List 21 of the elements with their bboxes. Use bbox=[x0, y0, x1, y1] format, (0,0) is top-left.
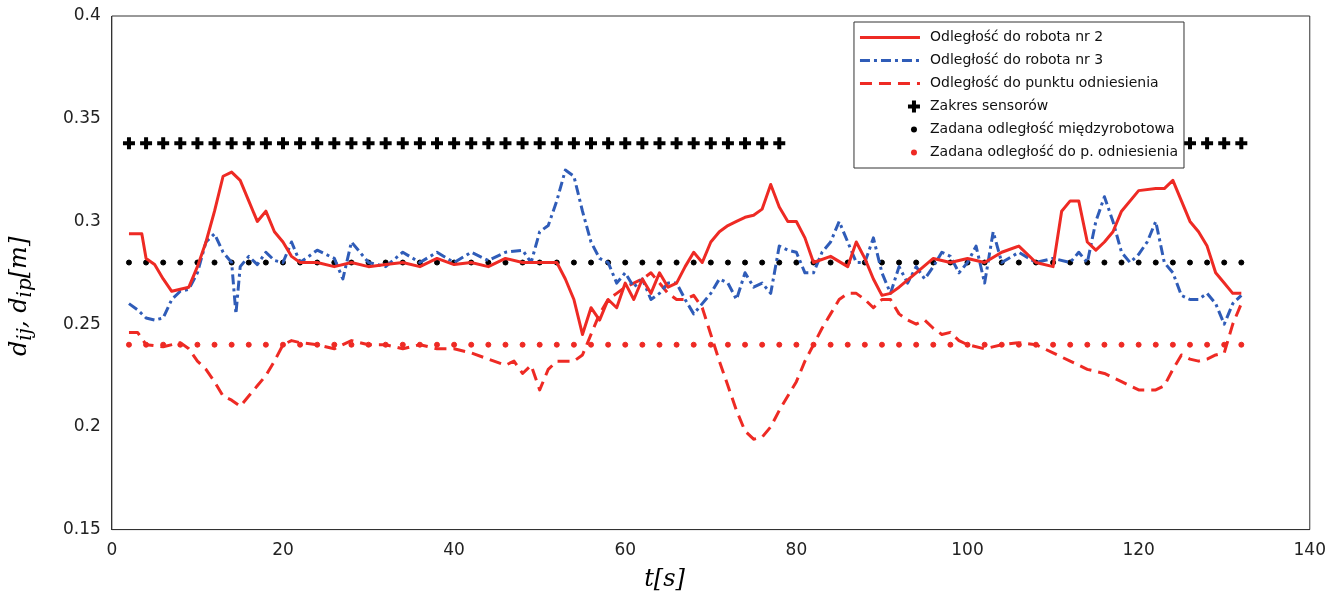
legend-label: Odległość do robota nr 3 bbox=[929, 51, 1104, 68]
y-tick-label: 0.2 bbox=[73, 415, 101, 436]
y-tick-label: 0.3 bbox=[73, 209, 101, 230]
x-axis-title: t[s] bbox=[643, 564, 686, 592]
x-tick-label: 20 bbox=[272, 539, 294, 560]
legend-label: Zakres sensorów bbox=[929, 97, 1049, 114]
legend-label: Zadana odległość międzyrobotowa bbox=[929, 120, 1175, 137]
x-tick-label: 140 bbox=[1293, 539, 1326, 560]
y-tick-label: 0.25 bbox=[62, 312, 101, 333]
y-tick-label: 0.4 bbox=[73, 4, 101, 25]
x-tick-label: 80 bbox=[785, 539, 808, 560]
y-tick-label: 0.35 bbox=[62, 107, 101, 128]
x-tick-label: 40 bbox=[443, 539, 465, 560]
x-tick-label: 100 bbox=[951, 539, 984, 560]
y-tick-label: 0.15 bbox=[62, 518, 101, 539]
legend-label: Odległość do robota nr 2 bbox=[929, 28, 1104, 45]
x-tick-label: 120 bbox=[1122, 539, 1155, 560]
x-tick-label: 60 bbox=[614, 539, 637, 560]
x-tick-label: 0 bbox=[106, 539, 118, 560]
legend-label: Odległość do punktu odniesienia bbox=[929, 74, 1159, 91]
legend-label: Zadana odległość do p. odniesienia bbox=[929, 143, 1178, 160]
